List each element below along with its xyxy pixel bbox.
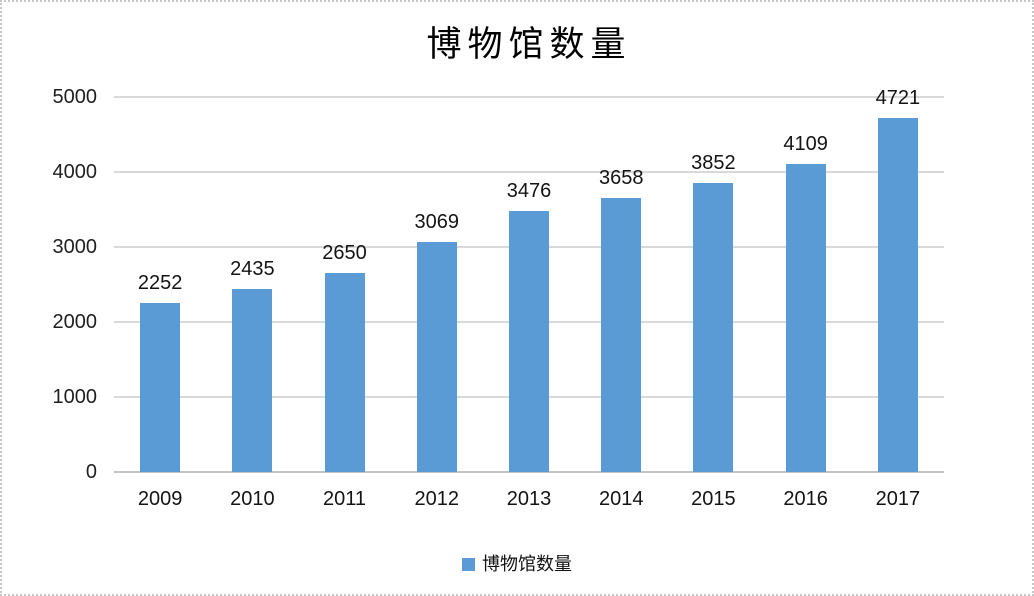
- data-label: 4109: [783, 132, 828, 155]
- y-tick-label: 4000: [52, 161, 98, 183]
- bar: [877, 117, 918, 472]
- x-tick-label: 2017: [875, 488, 921, 510]
- bar: [601, 197, 642, 472]
- x-tick-label: 2015: [691, 488, 736, 510]
- plot-area: 2252 2435 2650 3069 3476 3658 3852 4109 4721: [114, 88, 944, 473]
- legend: 博物馆数量: [2, 555, 1032, 573]
- data-label: 3852: [691, 152, 736, 175]
- x-tick-label: 2011: [323, 488, 367, 510]
- bar-column: 4721: [852, 88, 944, 472]
- legend-marker-icon: [462, 557, 475, 571]
- data-label: 3658: [598, 166, 644, 189]
- bar: [324, 273, 365, 472]
- legend-label: 博物馆数量: [482, 554, 572, 574]
- bar-column: 3658: [575, 97, 667, 472]
- bar: [693, 183, 734, 472]
- bar: [416, 241, 457, 472]
- x-axis-line: [114, 471, 944, 473]
- bar-column: 2435: [206, 97, 298, 472]
- bar: [508, 211, 549, 472]
- y-axis: 0 1000 2000 3000 4000 5000: [2, 87, 102, 482]
- bar-column: 3069: [391, 97, 483, 472]
- data-label: 3476: [506, 180, 552, 203]
- bar: [232, 289, 273, 472]
- bar-column: 2252: [114, 97, 206, 472]
- data-label: 4721: [875, 86, 921, 109]
- bar: [785, 163, 826, 472]
- x-tick-label: 2012: [414, 488, 460, 510]
- data-label: 2650: [322, 242, 367, 265]
- data-label: 3069: [414, 210, 460, 233]
- bar-column: 2650: [298, 97, 390, 472]
- gridline: [114, 96, 944, 98]
- bars: 2252 2435 2650 3069 3476 3658 3852 4109 4721: [114, 88, 944, 472]
- chart-title: 博物馆数量: [426, 25, 632, 65]
- y-tick-label: 2000: [52, 311, 98, 333]
- bar: [140, 303, 181, 472]
- x-tick-label: 2014: [598, 488, 644, 510]
- data-label: 2252: [137, 272, 183, 295]
- bar-column: 4109: [760, 97, 852, 472]
- x-axis: 2009 2010 2011 2012 2013 2014 2015 2016 2017: [114, 472, 944, 509]
- y-tick-label: 3000: [52, 236, 98, 258]
- x-tick-label: 2010: [230, 488, 275, 510]
- x-tick-label: 2009: [137, 488, 183, 510]
- y-tick-label: 5000: [52, 86, 98, 108]
- x-tick-label: 2016: [783, 488, 828, 510]
- y-tick-label: 1000: [52, 386, 98, 408]
- data-label: 2435: [230, 258, 275, 281]
- bar-column: 3852: [667, 97, 759, 472]
- gridline: [114, 171, 944, 173]
- x-tick-label: 2013: [506, 488, 552, 510]
- bar-column: 3476: [483, 97, 575, 472]
- y-tick-label: 0: [85, 461, 97, 483]
